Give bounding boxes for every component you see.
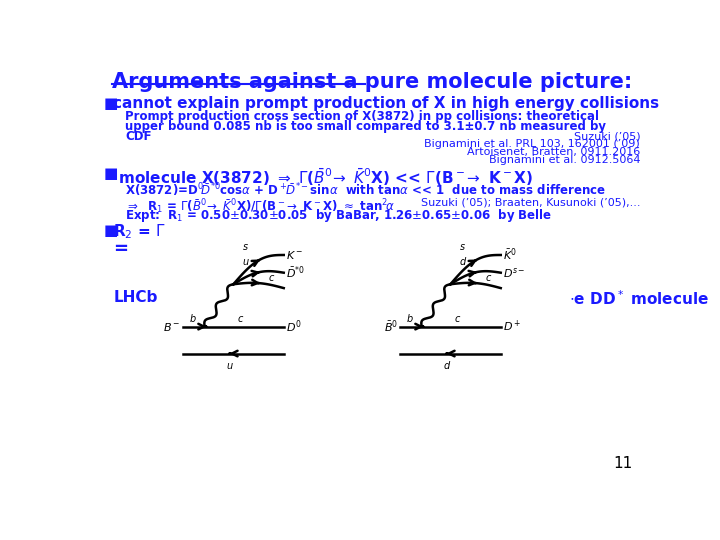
Text: Arguments against a pure molecule picture:: Arguments against a pure molecule pictur… <box>112 72 632 92</box>
Text: X(3872)=D$^0\!\bar{D}^{*0}$cos$\alpha$ + D$^+\!\bar{D}^{*-}$sin$\alpha$  with ta: X(3872)=D$^0\!\bar{D}^{*0}$cos$\alpha$ +… <box>125 182 606 199</box>
Text: $D^+$: $D^+$ <box>503 319 521 334</box>
Text: s: s <box>459 242 465 252</box>
Text: b: b <box>406 314 413 325</box>
Text: Suzuki (’05): Suzuki (’05) <box>574 132 640 142</box>
Text: Bignamini et al. 0912.5064: Bignamini et al. 0912.5064 <box>489 155 640 165</box>
Text: molecule X(3872) $\Rightarrow$ $\Gamma$($\bar{B}^0\!\to$ $\bar{K}^0$X) << $\Gamm: molecule X(3872) $\Rightarrow$ $\Gamma$(… <box>113 166 534 187</box>
Text: $\bar{B}^0$: $\bar{B}^0$ <box>384 319 397 335</box>
Text: ■: ■ <box>104 166 118 181</box>
Text: Artoisenet, Bratten, 0911.2016: Artoisenet, Bratten, 0911.2016 <box>467 147 640 157</box>
Text: R$_2$ = $\Gamma$: R$_2$ = $\Gamma$ <box>113 222 166 241</box>
Text: $\cdot$e DD$^*$ molecule: $\cdot$e DD$^*$ molecule <box>569 289 709 308</box>
Text: $\bar{K}^0$: $\bar{K}^0$ <box>503 247 517 263</box>
Text: u: u <box>243 258 249 267</box>
Text: c: c <box>454 314 459 325</box>
Text: $B^-$: $B^-$ <box>163 321 181 333</box>
Text: ■: ■ <box>104 222 118 238</box>
Text: cannot explain prompt production of X in high energy collisions: cannot explain prompt production of X in… <box>113 96 660 111</box>
Text: b: b <box>189 314 195 325</box>
Text: $\Rightarrow$  R$_1$ = $\Gamma$($\bar{B}^0\!\to$ $\bar{K}^0$X)/$\Gamma$(B$^-\!\t: $\Rightarrow$ R$_1$ = $\Gamma$($\bar{B}^… <box>125 197 395 215</box>
Text: Expt:  R$_1$ = 0.50$\pm$0.30$\pm$0.05  by BaBar, 1.26$\pm$0.65$\pm$0.06  by Bell: Expt: R$_1$ = 0.50$\pm$0.30$\pm$0.05 by … <box>125 207 552 224</box>
Text: c: c <box>238 314 243 325</box>
Text: u: u <box>226 361 233 372</box>
Text: =: = <box>113 240 128 258</box>
Text: $K^-$: $K^-$ <box>286 249 303 261</box>
Text: s: s <box>243 242 248 252</box>
Text: CDF: CDF <box>125 130 151 143</box>
Text: c: c <box>269 273 274 283</box>
Text: c: c <box>485 273 490 283</box>
Text: $D^{s-}$: $D^{s-}$ <box>503 266 526 280</box>
Text: 11: 11 <box>613 456 632 471</box>
Text: ■: ■ <box>104 96 118 111</box>
Text: LHCb: LHCb <box>113 289 158 305</box>
Text: $\bar{D}^{*0}$: $\bar{D}^{*0}$ <box>286 265 305 281</box>
Text: d: d <box>444 361 449 372</box>
Text: upper bound 0.085 nb is too small compared to 3.1±0.7 nb measured by: upper bound 0.085 nb is too small compar… <box>125 120 606 133</box>
Text: Prompt production cross section of X(3872) in pp collisions: theoretical: Prompt production cross section of X(387… <box>125 110 599 123</box>
Text: Suzuki (’05); Braaten, Kusunoki (’05),...: Suzuki (’05); Braaten, Kusunoki (’05),..… <box>420 197 640 207</box>
Text: d: d <box>459 258 466 267</box>
Text: Bignamini et al. PRL 103, 162001 (’09): Bignamini et al. PRL 103, 162001 (’09) <box>425 139 640 150</box>
Text: $D^0$: $D^0$ <box>286 318 302 335</box>
